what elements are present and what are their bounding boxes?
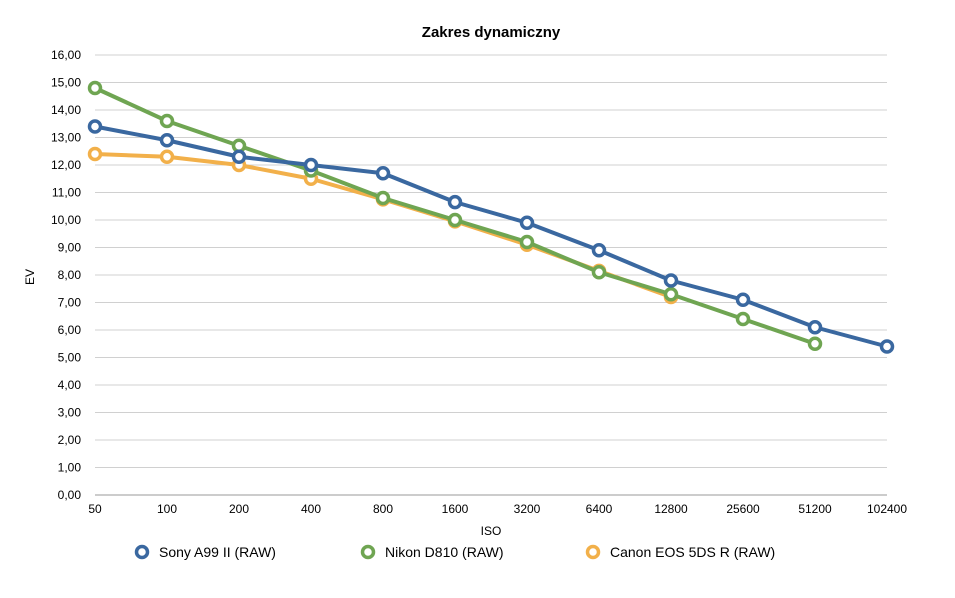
y-tick-label: 12,00 — [51, 158, 81, 172]
data-point — [231, 149, 247, 164]
y-tick-label: 15,00 — [51, 76, 81, 90]
y-tick-label: 4,00 — [58, 378, 82, 392]
y-tick-label: 9,00 — [58, 241, 82, 255]
y-axis-label: EV — [23, 269, 37, 285]
x-tick-label: 100 — [157, 502, 177, 516]
data-point — [87, 119, 103, 134]
data-point — [519, 234, 535, 250]
data-point — [159, 113, 175, 129]
x-tick-label: 800 — [373, 502, 393, 516]
series-group — [87, 80, 895, 354]
legend-label: Sony A99 II (RAW) — [159, 544, 276, 560]
data-point — [807, 320, 823, 335]
y-tick-label: 1,00 — [58, 461, 82, 475]
data-point — [375, 190, 391, 206]
data-point — [735, 292, 751, 307]
data-point — [303, 157, 319, 173]
legend-item: Sony A99 II (RAW) — [134, 544, 276, 560]
x-axis-ticks: 50 100 200 400 800 1600 3200 6400 12800 25600 5120… — [88, 502, 907, 516]
data-point — [87, 146, 103, 162]
series-0 — [87, 119, 895, 354]
data-point — [159, 133, 175, 148]
legend-marker — [360, 544, 376, 560]
y-tick-label: 5,00 — [58, 351, 82, 365]
legend-label: Nikon D810 (RAW) — [385, 544, 504, 560]
x-tick-label: 3200 — [514, 502, 541, 516]
legend-item: Canon EOS 5DS R (RAW) — [585, 544, 775, 560]
y-tick-label: 14,00 — [51, 103, 81, 117]
y-tick-label: 16,00 — [51, 48, 81, 62]
data-point — [519, 215, 535, 230]
x-tick-label: 51200 — [798, 502, 832, 516]
x-tick-label: 400 — [301, 502, 321, 516]
x-tick-label: 102400 — [867, 502, 907, 516]
x-tick-label: 25600 — [726, 502, 760, 516]
data-point — [735, 311, 751, 327]
y-tick-label: 2,00 — [58, 433, 82, 447]
data-point — [447, 194, 463, 210]
chart-title: Zakres dynamiczny — [422, 24, 561, 41]
legend-marker — [585, 544, 601, 560]
series-1 — [87, 80, 823, 351]
data-point — [375, 166, 391, 181]
x-tick-label: 6400 — [586, 502, 613, 516]
x-tick-label: 1600 — [442, 502, 469, 516]
data-point — [87, 80, 103, 96]
series-line — [94, 124, 888, 349]
data-point — [159, 149, 175, 164]
data-point — [807, 336, 823, 351]
y-tick-label: 0,00 — [58, 488, 82, 502]
y-tick-label: 7,00 — [58, 296, 82, 310]
gridlines — [95, 54, 887, 496]
y-tick-label: 10,00 — [51, 213, 81, 227]
data-point — [591, 243, 607, 258]
legend-item: Nikon D810 (RAW) — [360, 544, 504, 560]
y-tick-label: 8,00 — [58, 268, 82, 282]
y-tick-label: 13,00 — [51, 131, 81, 145]
data-point — [447, 212, 463, 228]
data-point — [591, 265, 607, 280]
x-axis-label: ISO — [481, 524, 502, 538]
x-tick-label: 200 — [229, 502, 249, 516]
data-point — [663, 273, 679, 288]
y-tick-label: 6,00 — [58, 323, 82, 337]
legend: Sony A99 II (RAW) Nikon D810 (RAW) Canon E… — [134, 544, 775, 560]
legend-marker — [134, 544, 150, 560]
y-tick-label: 11,00 — [52, 186, 81, 200]
data-point — [663, 287, 679, 302]
x-tick-label: 12800 — [654, 502, 688, 516]
y-axis-ticks: 0,00 1,00 2,00 3,00 4,00 5,00 6,00 7,00 8,00 9,00… — [51, 48, 81, 502]
legend-label: Canon EOS 5DS R (RAW) — [610, 544, 775, 560]
data-point — [879, 339, 895, 354]
y-tick-label: 3,00 — [58, 406, 82, 420]
x-tick-label: 50 — [88, 502, 102, 516]
